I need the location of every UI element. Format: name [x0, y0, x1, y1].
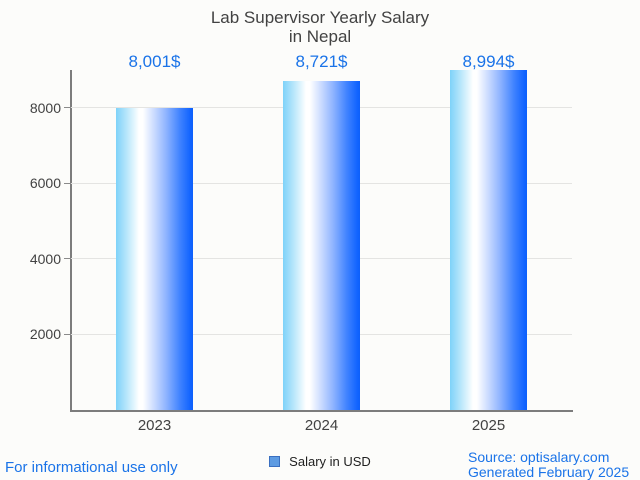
bar-2024[interactable] — [283, 80, 360, 410]
legend-label: Salary in USD — [289, 453, 371, 469]
chart-title-line2: in Nepal — [288, 27, 352, 46]
y-axis-tick-label: 2000 — [29, 326, 61, 343]
bar-value-label-2025: 8,994$ — [462, 52, 515, 71]
legend[interactable]: Salary in USD — [0, 453, 640, 469]
x-axis-tick-label-2023: 2023 — [137, 417, 172, 434]
legend-swatch-icon — [269, 455, 281, 467]
source-link[interactable]: Source: optisalary.com — [468, 449, 610, 465]
y-tick-mark — [64, 258, 71, 260]
disclaimer-text: For informational use only — [5, 459, 178, 476]
x-axis-tick-label-2024: 2024 — [304, 417, 339, 434]
y-axis-line — [70, 70, 72, 411]
chart-title: Lab Supervisor Yearly Salary in Nepal — [0, 8, 640, 46]
generated-date: Generated February 2025 — [468, 464, 630, 480]
chart-title-line1: Lab Supervisor Yearly Salary — [210, 8, 430, 27]
y-tick-mark — [64, 107, 71, 109]
bar-2023[interactable] — [116, 107, 193, 410]
y-tick-mark — [64, 333, 71, 335]
bar-2025[interactable] — [450, 70, 527, 410]
y-tick-mark — [64, 182, 71, 184]
x-axis-line — [70, 410, 573, 412]
y-axis-tick-label: 4000 — [29, 250, 61, 267]
source-attribution[interactable]: Source: optisalary.com Generated Februar… — [468, 450, 629, 480]
bar-value-label-2023: 8,001$ — [128, 52, 181, 71]
x-axis-tick-label-2025: 2025 — [471, 417, 506, 434]
bar-value-label-2024: 8,721$ — [295, 52, 348, 71]
y-axis-tick-label: 6000 — [29, 175, 61, 192]
y-axis-tick-label: 8000 — [29, 99, 61, 116]
